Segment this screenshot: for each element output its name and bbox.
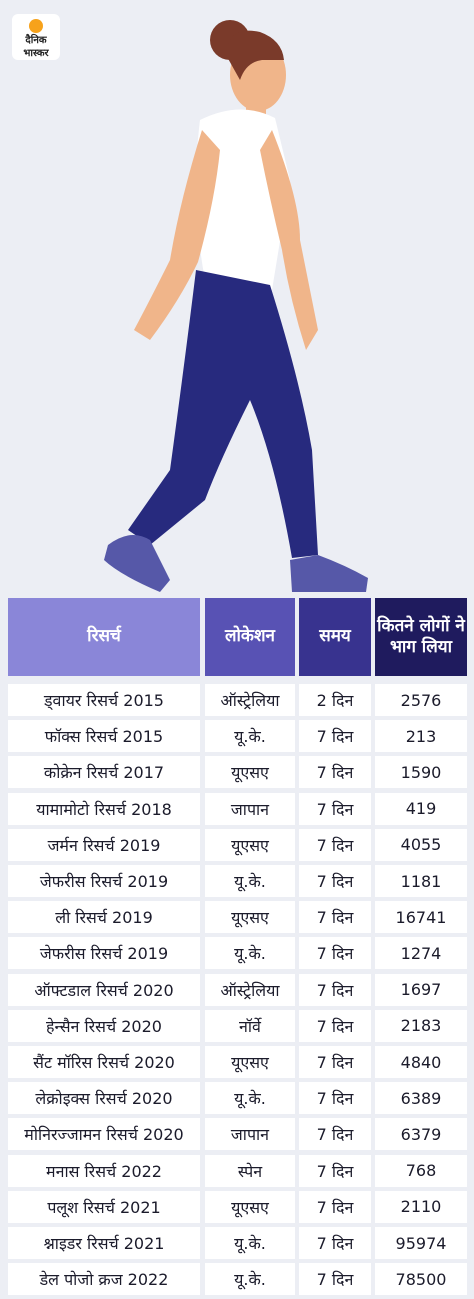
header-cell: लोकेशन [205,598,295,676]
table-cell: 2576 [375,684,467,716]
logo: दैनिक भास्कर [12,14,60,60]
table-cell: 6389 [375,1082,467,1115]
table-cell: नॉर्वे [205,1009,295,1042]
table-cell: ऑस्ट्रेलिया [205,684,295,716]
table-cell: यू.के. [205,1227,295,1259]
table-cell: 7 दिन [299,1082,371,1115]
table-cell: स्पेन [205,1154,295,1187]
table-cell: पलूश रिसर्च 2021 [8,1190,200,1223]
logo-text: दैनिक [25,35,47,46]
table-cell: यूएसए [205,828,295,861]
header-cell: कितने लोगों ने भाग लिया [375,598,467,676]
header-cell: रिसर्च [8,598,200,676]
table-cell: 2 दिन [299,684,371,716]
table-cell: ऑफ्टडाल रिसर्च 2020 [8,973,200,1006]
table-cell: यूएसए [205,1190,295,1223]
table-cell: सैंट मॉरिस रिसर्च 2020 [8,1046,200,1078]
table-cell: 95974 [375,1227,467,1259]
table-cell: 7 दिन [299,1190,371,1223]
table-cell: 7 दिन [299,937,371,970]
table-cell: यामामोटो रिसर्च 2018 [8,792,200,825]
table-cell: 7 दिन [299,1009,371,1042]
table-cell: 213 [375,720,467,753]
table-cell: 7 दिन [299,973,371,1006]
table-cell: जेफरीस रिसर्च 2019 [8,865,200,897]
table-cell: मनास रिसर्च 2022 [8,1154,200,1187]
table-cell: यूएसए [205,756,295,789]
table-cell: जापान [205,792,295,825]
table-cell: 7 दिन [299,828,371,861]
table-cell: 7 दिन [299,1154,371,1187]
table-cell: यू.के. [205,720,295,753]
table-cell: जापान [205,1118,295,1151]
table-cell: लेक्रोइक्स रिसर्च 2020 [8,1082,200,1115]
table-cell: यू.के. [205,1263,295,1296]
table-cell: डेल पोजो क्रज 2022 [8,1263,200,1296]
logo-text: भास्कर [23,48,49,59]
table-cell: 7 दिन [299,756,371,789]
table-cell: 6379 [375,1118,467,1151]
table-cell: 2183 [375,1009,467,1042]
table-cell: 7 दिन [299,1046,371,1078]
table-cell: ऑस्ट्रेलिया [205,973,295,1006]
table-cell: 2110 [375,1190,467,1223]
table-cell: यूएसए [205,901,295,934]
table-cell: 1274 [375,937,467,970]
table-cell: यू.के. [205,937,295,970]
table-cell: कोक्रेन रिसर्च 2017 [8,756,200,789]
table-cell: ली रिसर्च 2019 [8,901,200,934]
table-cell: हेन्सैन रिसर्च 2020 [8,1009,200,1042]
table-cell: 7 दिन [299,720,371,753]
table-cell: जर्मन रिसर्च 2019 [8,828,200,861]
table-cell: यू.के. [205,1082,295,1115]
table-cell: 1590 [375,756,467,789]
illustration [104,20,368,592]
header-cell: समय [299,598,371,676]
table-cell: मोनिरज्जामन रिसर्च 2020 [8,1118,200,1151]
table-cell: 7 दिन [299,792,371,825]
table-cell: यू.के. [205,865,295,897]
table-cell: 16741 [375,901,467,934]
table-cell: 1181 [375,865,467,897]
table-cell: 7 दिन [299,865,371,897]
table-cell: यूएसए [205,1046,295,1078]
logo-sun [29,19,43,33]
table-cell: 7 दिन [299,1263,371,1296]
table-cell: फॉक्स रिसर्च 2015 [8,720,200,753]
table-cell: 4840 [375,1046,467,1078]
table-cell: श्नाइडर रिसर्च 2021 [8,1227,200,1259]
table-cell: 768 [375,1154,467,1187]
table-cell: 419 [375,792,467,825]
table-cell: ड्वायर रिसर्च 2015 [8,684,200,716]
table-cell: 7 दिन [299,1227,371,1259]
table-cell: 78500 [375,1263,467,1296]
table-cell: 7 दिन [299,1118,371,1151]
table-cell: 7 दिन [299,901,371,934]
table-cell: 1697 [375,973,467,1006]
table-cell: 4055 [375,828,467,861]
table-cell: जेफरीस रिसर्च 2019 [8,937,200,970]
